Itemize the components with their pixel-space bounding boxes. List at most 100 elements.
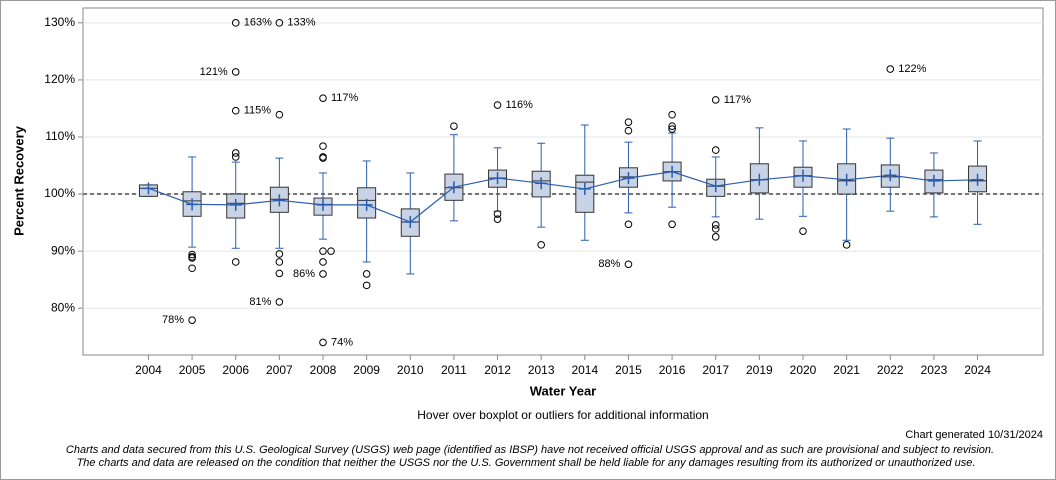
outlier[interactable] <box>711 96 720 104</box>
outlier-label: 86% <box>293 268 315 280</box>
outlier[interactable] <box>319 247 327 255</box>
outlier[interactable] <box>668 122 676 130</box>
mean-marker <box>142 182 155 195</box>
outlier[interactable] <box>493 101 502 109</box>
mean-marker <box>971 173 984 186</box>
outlier[interactable] <box>362 270 371 278</box>
x-tick-label: 2008 <box>310 363 337 377</box>
y-axis-title: Percent Recovery <box>11 125 26 236</box>
outlier[interactable] <box>842 241 851 249</box>
outlier[interactable] <box>275 269 284 278</box>
mean-marker <box>360 198 373 211</box>
x-tick-label: 2006 <box>222 363 249 377</box>
outlier[interactable] <box>319 142 327 150</box>
outlier[interactable] <box>188 250 196 259</box>
outlier-label: 163% <box>244 17 272 29</box>
outlier[interactable] <box>537 241 545 249</box>
outlier[interactable] <box>231 19 240 27</box>
mean-marker <box>884 169 897 182</box>
x-tick-label: 2024 <box>964 363 991 377</box>
outlier[interactable] <box>327 247 335 255</box>
outlier[interactable] <box>188 254 196 262</box>
outlier[interactable] <box>275 298 284 306</box>
outlier[interactable] <box>231 153 240 161</box>
mean-marker <box>273 194 286 207</box>
mean-marker <box>753 173 766 186</box>
outlier-label: 133% <box>287 17 315 29</box>
outlier[interactable] <box>319 94 327 102</box>
outlier-label: 74% <box>331 336 353 348</box>
outlier-label: 121% <box>200 66 228 78</box>
x-tick-label: 2014 <box>571 363 598 377</box>
outlier[interactable] <box>275 258 284 266</box>
mean-marker <box>317 198 329 211</box>
outlier[interactable] <box>711 225 720 233</box>
y-tick-label: 110% <box>45 129 75 143</box>
mean-marker <box>535 177 548 190</box>
y-tick-label: 80% <box>51 300 75 314</box>
outlier-label: 117% <box>724 94 752 106</box>
outlier[interactable] <box>362 281 371 290</box>
outlier[interactable] <box>711 221 720 229</box>
outlier[interactable] <box>886 65 895 73</box>
generated-note: Chart generated 10/31/2024 <box>905 429 1043 441</box>
outlier[interactable] <box>319 270 327 278</box>
mean-marker <box>709 180 722 193</box>
outlier[interactable] <box>624 126 633 135</box>
y-tick-label: 90% <box>51 243 75 257</box>
outlier[interactable] <box>275 250 284 258</box>
outlier[interactable] <box>319 338 327 347</box>
outlier[interactable] <box>231 258 240 266</box>
outlier-label: 78% <box>162 314 184 326</box>
y-tick-label: 100% <box>44 186 75 200</box>
x-tick-label: 2011 <box>441 363 467 377</box>
hover-note: Hover over boxplot or outliers for addit… <box>417 408 708 422</box>
outlier-label: 81% <box>249 296 271 308</box>
mean-marker <box>622 172 635 185</box>
outlier[interactable] <box>668 110 676 119</box>
outlier[interactable] <box>231 149 240 157</box>
x-tick-label: 2022 <box>877 363 904 377</box>
outlier-label: 115% <box>244 105 272 117</box>
y-tick-label: 120% <box>44 72 75 86</box>
x-tick-label: 2020 <box>790 363 817 377</box>
outlier[interactable] <box>493 215 502 223</box>
x-axis-title: Water Year <box>530 383 597 398</box>
x-tick-label: 2019 <box>746 363 773 377</box>
outlier[interactable] <box>275 110 284 119</box>
outlier[interactable] <box>624 260 633 269</box>
outlier[interactable] <box>319 154 327 162</box>
x-tick-label: 2004 <box>135 363 162 377</box>
outlier[interactable] <box>711 233 720 241</box>
outlier[interactable] <box>799 227 807 235</box>
mean-marker <box>186 198 199 211</box>
x-tick-label: 2012 <box>484 363 511 377</box>
mean-marker <box>927 174 940 187</box>
outlier[interactable] <box>231 106 240 115</box>
outlier[interactable] <box>188 316 196 324</box>
outlier[interactable] <box>319 258 327 266</box>
outlier[interactable] <box>624 220 633 229</box>
disclaimer: The charts and data are released on the … <box>77 457 976 469</box>
outlier[interactable] <box>231 68 240 76</box>
x-tick-label: 2007 <box>266 363 293 377</box>
x-tick-label: 2013 <box>528 363 555 377</box>
outlier[interactable] <box>450 122 458 130</box>
outlier[interactable] <box>668 125 676 133</box>
outlier[interactable] <box>711 146 720 154</box>
mean-marker <box>666 165 679 178</box>
outlier[interactable] <box>624 118 633 126</box>
outlier-label: 88% <box>598 258 620 270</box>
outlier[interactable] <box>188 264 196 273</box>
mean-line <box>148 171 978 223</box>
outlier[interactable] <box>275 19 284 27</box>
outlier[interactable] <box>668 220 676 229</box>
y-tick-label: 130% <box>44 15 75 29</box>
x-tick-label: 2016 <box>659 363 686 377</box>
outlier[interactable] <box>493 210 502 218</box>
mean-marker <box>797 169 809 182</box>
outlier-label: 122% <box>898 63 926 75</box>
x-tick-label: 2017 <box>702 363 729 377</box>
x-tick-label: 2015 <box>615 363 642 377</box>
